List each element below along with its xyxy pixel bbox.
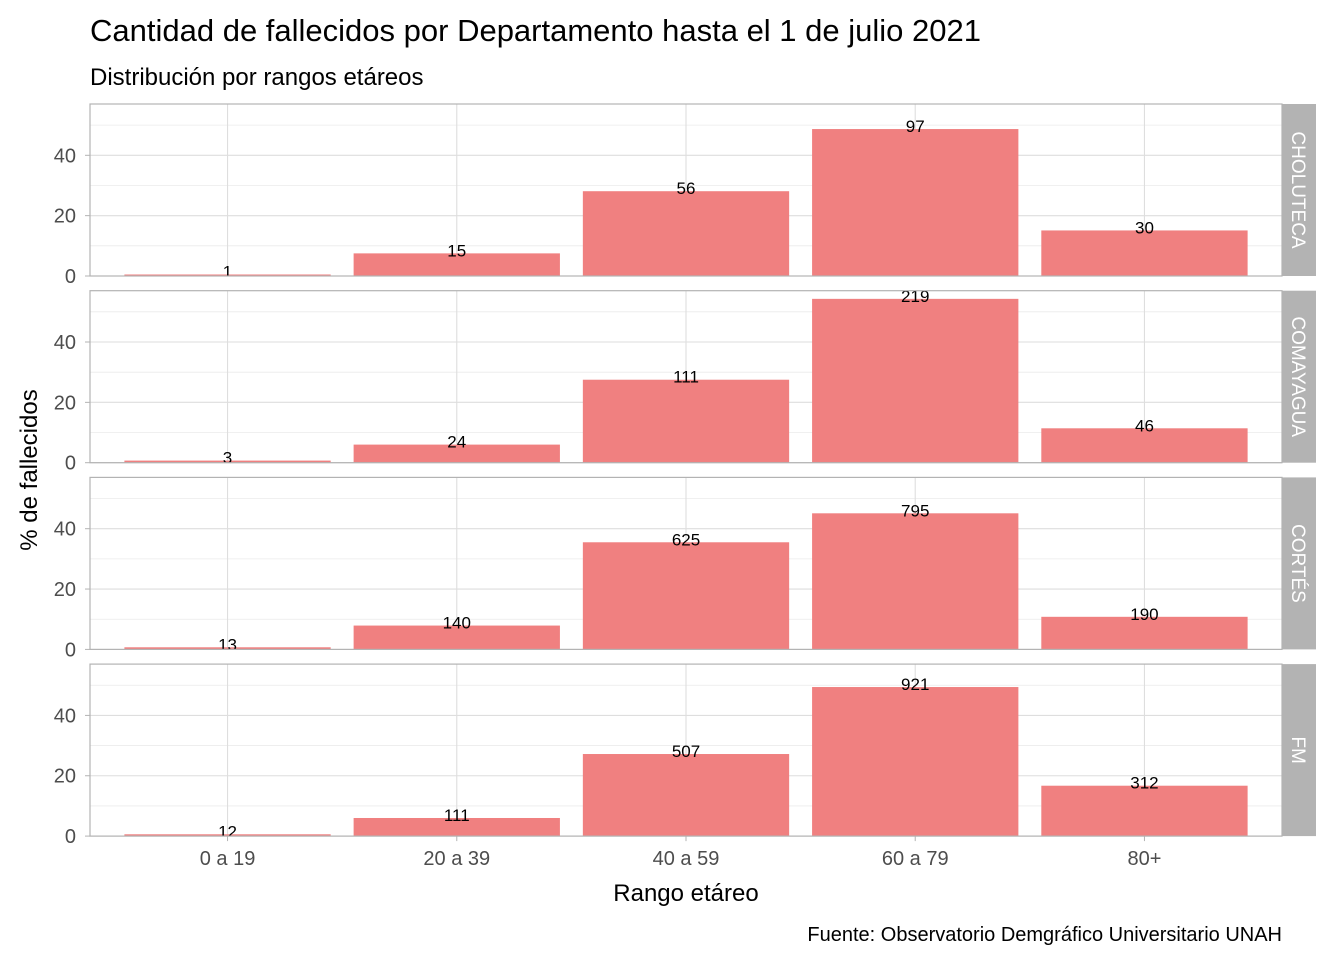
- facet-strip-label: CHOLUTECA: [1287, 131, 1308, 249]
- data-label: 13: [218, 635, 237, 654]
- data-label: 46: [1135, 416, 1154, 435]
- y-tick-label: 40: [54, 332, 76, 354]
- bar-cortes-60-a-79: [812, 513, 1019, 650]
- chart-subtitle: Distribución por rangos etáreos: [90, 64, 424, 91]
- facet-panel-comayagua: 0 20 40 3 24 111 219 46 COMAYAGUA: [54, 287, 1316, 475]
- x-tick-label: 20 a 39: [423, 848, 490, 870]
- bar-comayagua-0-a-19: [124, 460, 331, 463]
- facet-strip: [1282, 290, 1316, 463]
- bar-choluteca-20-a-39: [353, 253, 560, 276]
- bar-fm-20-a-39: [353, 817, 560, 837]
- bar-cortes-20-a-39: [353, 625, 560, 650]
- bar-choluteca-60-a-79: [812, 129, 1019, 276]
- data-label: 24: [447, 433, 466, 452]
- bar-cortes-0-a-19: [124, 647, 331, 650]
- y-tick-label: 0: [65, 453, 76, 475]
- bar-fm-40-a-59: [582, 754, 790, 837]
- y-tick-label: 0: [65, 639, 76, 661]
- y-tick-label: 40: [54, 705, 76, 727]
- facet-panel-fm: 0 20 40 12 111 507 921 312 FM: [54, 663, 1316, 848]
- chart-caption: Fuente: Observatorio Demgráfico Universi…: [807, 924, 1282, 946]
- facet-strip: [1282, 477, 1316, 650]
- bar-comayagua-80: [1041, 428, 1248, 463]
- facet-panel-cortes: 0 20 40 13 140 625 795 190 CORTÉS: [54, 476, 1316, 661]
- bar-fm-60-a-79: [812, 687, 1019, 837]
- data-label: 56: [677, 179, 696, 198]
- data-label: 140: [443, 614, 471, 633]
- data-label: 1: [223, 262, 232, 281]
- bar-choluteca-80: [1041, 230, 1248, 276]
- data-label: 3: [223, 449, 232, 468]
- facet-strip-label: COMAYAGUA: [1287, 316, 1308, 437]
- bar-comayagua-40-a-59: [582, 379, 790, 463]
- bar-fm-0-a-19: [124, 834, 331, 837]
- x-tick-label: 0 a 19: [200, 848, 256, 870]
- data-label: 507: [672, 742, 700, 761]
- data-label: 111: [673, 368, 699, 387]
- x-tick-label: 40 a 59: [653, 848, 720, 870]
- y-tick-label: 0: [65, 266, 76, 288]
- y-tick-label: 40: [54, 519, 76, 541]
- chart-title: Cantidad de fallecidos por Departamento …: [90, 13, 981, 48]
- data-label: 111: [444, 806, 470, 825]
- y-tick-label: 20: [54, 766, 76, 788]
- data-label: 312: [1130, 774, 1158, 793]
- y-axis-label: % de fallecidos: [16, 389, 43, 550]
- data-label: 921: [901, 675, 929, 694]
- data-label: 30: [1135, 218, 1154, 237]
- data-label: 219: [901, 287, 929, 306]
- bar-fm-80: [1041, 785, 1248, 837]
- data-label: 12: [218, 822, 237, 841]
- data-label: 795: [901, 501, 929, 520]
- x-tick-label: 60 a 79: [882, 848, 949, 870]
- bar-cortes-40-a-59: [582, 542, 790, 650]
- facet-panel-choluteca: 0 20 40 1 15 56 97 30 CHOLUTECA: [54, 103, 1316, 288]
- facet-strip: [1282, 104, 1316, 276]
- y-tick-label: 0: [65, 826, 76, 848]
- x-axis: 0 a 19 20 a 39 40 a 59 60 a 79 80+: [200, 836, 1161, 870]
- facet-panels: 0 20 40 1 15 56 97 30 CHOLUTECA 0 20 40 3 24 111 219 46 C…: [54, 103, 1316, 848]
- data-label: 190: [1130, 605, 1158, 624]
- x-tick-label: 80+: [1127, 848, 1161, 870]
- bar-comayagua-60-a-79: [812, 298, 1019, 463]
- bar-choluteca-40-a-59: [582, 191, 790, 276]
- bar-comayagua-20-a-39: [353, 444, 560, 463]
- y-tick-label: 20: [54, 206, 76, 228]
- data-label: 15: [447, 241, 466, 260]
- facet-strip: [1282, 664, 1316, 837]
- facet-strip-label: FM: [1287, 736, 1308, 763]
- y-tick-label: 40: [54, 145, 76, 167]
- bar-cortes-80: [1041, 616, 1248, 650]
- data-label: 97: [906, 117, 925, 136]
- y-tick-label: 20: [54, 579, 76, 601]
- y-tick-label: 20: [54, 392, 76, 414]
- x-axis-label: Rango etáreo: [613, 880, 758, 907]
- bar-choluteca-0-a-19: [124, 274, 331, 276]
- data-label: 625: [672, 530, 700, 549]
- facet-strip-label: CORTÉS: [1287, 524, 1308, 603]
